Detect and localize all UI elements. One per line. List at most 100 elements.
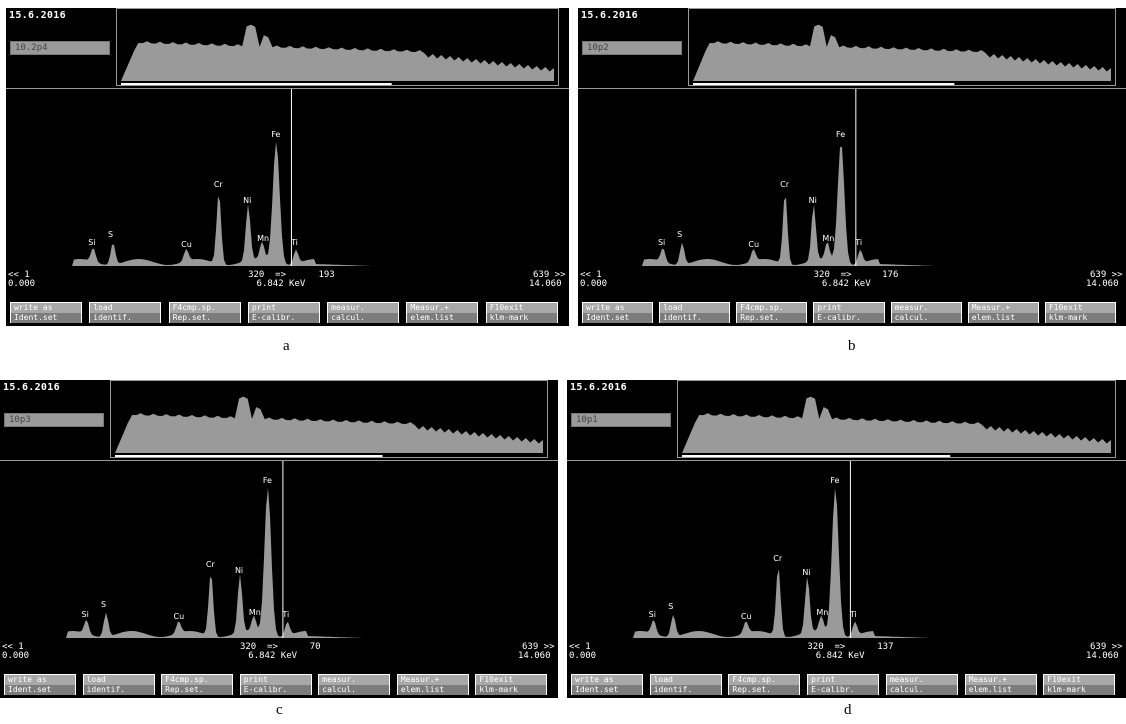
main-spectrum[interactable]: Si S Cu Cr Ni Mn Fe Ti xyxy=(578,88,1126,269)
fkey-button-7[interactable]: F10exit klm-mark xyxy=(475,674,548,695)
fkey-label-top: measur. xyxy=(328,303,399,313)
fkey-button-4[interactable]: print E-calibr. xyxy=(813,302,885,323)
fkey-button-3[interactable]: F4cmp.sp. Rep.set. xyxy=(168,302,241,323)
fkey-label-bottom: calcul. xyxy=(886,685,957,695)
fkey-label-top: print xyxy=(808,675,879,685)
fkey-button-7[interactable]: F10exit klm-mark xyxy=(1043,674,1116,695)
cursor-energy: 6.842 KeV xyxy=(815,651,865,661)
fkey-label-top: Measur.+ xyxy=(968,303,1038,313)
fkey-label-top: print xyxy=(814,303,884,313)
peak-label-cu: Cu xyxy=(740,612,752,621)
fkey-label-top: load xyxy=(650,675,721,685)
sample-name-field[interactable]: 10.2p4 xyxy=(10,41,110,55)
fkey-label-bottom: E-calibr. xyxy=(248,313,319,323)
date-label: 15.6.2016 xyxy=(9,10,66,21)
fkey-button-6[interactable]: Measur.+ elem.list xyxy=(396,674,469,695)
spectrum-area xyxy=(578,146,1126,266)
cursor-readout: << 1 0.000 320 => 70 6.842 KeV 639 >> 14.060 xyxy=(0,643,558,663)
spectrum-panel-d: 15.6.2016 10p1 Si S Cu Cr Ni Mn Fe Ti << 1 0.000 320… xyxy=(567,380,1126,698)
peak-label-s: S xyxy=(101,600,107,609)
fkey-label-top: load xyxy=(90,303,161,313)
fkey-button-6[interactable]: Measur.+ elem.list xyxy=(406,302,479,323)
fkey-button-2[interactable]: load identif. xyxy=(89,302,162,323)
sample-name-field[interactable]: 10p2 xyxy=(582,41,682,55)
fkey-button-1[interactable]: write as Ident.set xyxy=(571,674,643,695)
fkey-button-4[interactable]: print E-calibr. xyxy=(807,674,880,695)
fkey-label-bottom: Rep.set. xyxy=(729,685,800,695)
fkey-label-bottom: E-calibr. xyxy=(240,685,311,695)
fkey-button-1[interactable]: write as Ident.set xyxy=(582,302,654,323)
peak-label-fe: Fe xyxy=(271,130,281,139)
fkey-label-bottom: identif. xyxy=(90,313,161,323)
fkey-button-7[interactable]: F10exit klm-mark xyxy=(1044,302,1116,323)
fkey-label-top: measur. xyxy=(891,303,961,313)
spectrum-plot xyxy=(567,461,1126,638)
fkey-label-top: F4cmp.sp. xyxy=(737,303,807,313)
function-key-bar: write as Ident.set load identif. F4cmp.sp. Re… xyxy=(567,674,1126,696)
range-start-label: << 1 xyxy=(569,642,591,652)
fkey-label-top: print xyxy=(240,675,311,685)
main-spectrum[interactable]: Si S Cu Cr Ni Mn Fe Ti xyxy=(567,460,1126,641)
peak-label-mn: Mn xyxy=(822,234,835,243)
peak-label-ni: Ni xyxy=(808,196,817,205)
fkey-button-3[interactable]: F4cmp.sp. Rep.set. xyxy=(736,302,808,323)
fkey-label-bottom: elem.list xyxy=(965,685,1036,695)
fkey-button-3[interactable]: F4cmp.sp. Rep.set. xyxy=(161,674,234,695)
main-spectrum[interactable]: Si S Cu Cr Ni Mn Fe Ti xyxy=(6,88,569,269)
overview-spectrum[interactable] xyxy=(688,8,1116,86)
fkey-label-bottom: klm-mark xyxy=(1044,685,1115,695)
fkey-label-top: F10exit xyxy=(476,675,547,685)
fkey-button-4[interactable]: print E-calibr. xyxy=(247,302,320,323)
fkey-label-top: write as xyxy=(11,303,81,313)
overview-spectrum[interactable] xyxy=(110,380,548,458)
fkey-button-6[interactable]: Measur.+ elem.list xyxy=(964,674,1037,695)
sample-name-field[interactable]: 10p3 xyxy=(4,413,104,427)
peak-label-mn: Mn xyxy=(257,234,270,243)
fkey-label-top: write as xyxy=(572,675,642,685)
fkey-button-1[interactable]: write as Ident.set xyxy=(10,302,82,323)
fkey-button-6[interactable]: Measur.+ elem.list xyxy=(967,302,1039,323)
fkey-button-5[interactable]: measur. calcul. xyxy=(890,302,962,323)
fkey-label-bottom: Ident.set xyxy=(5,685,75,695)
fkey-button-2[interactable]: load identif. xyxy=(659,302,731,323)
fkey-label-bottom: klm-mark xyxy=(486,313,557,323)
range-start-energy: 0.000 xyxy=(569,651,597,661)
fkey-button-5[interactable]: measur. calcul. xyxy=(885,674,958,695)
range-start-label: << 1 xyxy=(580,270,602,280)
fkey-label-top: Measur.+ xyxy=(397,675,468,685)
range-end-energy: 14.060 xyxy=(529,279,562,289)
peak-label-cu: Cu xyxy=(173,612,185,621)
cursor-energy: 6.842 KeV xyxy=(821,279,871,289)
fkey-button-5[interactable]: measur. calcul. xyxy=(318,674,391,695)
peak-label-si: Si xyxy=(88,238,96,247)
overview-spectrum-plot xyxy=(693,24,1111,85)
overview-spectrum[interactable] xyxy=(677,380,1116,458)
main-spectrum[interactable]: Si S Cu Cr Ni Mn Fe Ti xyxy=(0,460,558,641)
overview-spectrum[interactable] xyxy=(116,8,559,86)
fkey-button-7[interactable]: F10exit klm-mark xyxy=(485,302,558,323)
peak-label-mn: Mn xyxy=(248,608,261,617)
cursor-channel: 320 => xyxy=(807,642,846,652)
fkey-button-2[interactable]: load identif. xyxy=(649,674,722,695)
cursor-energy: 6.842 KeV xyxy=(256,279,306,289)
fkey-label-bottom: identif. xyxy=(650,685,721,695)
fkey-label-bottom: Ident.set xyxy=(583,313,653,323)
fkey-button-4[interactable]: print E-calibr. xyxy=(239,674,312,695)
spectrum-panel-b: 15.6.2016 10p2 Si S Cu Cr Ni Mn Fe Ti << 1 0.000 320… xyxy=(578,8,1126,326)
fkey-label-top: Measur.+ xyxy=(965,675,1036,685)
fkey-button-3[interactable]: F4cmp.sp. Rep.set. xyxy=(728,674,801,695)
spectrum-plot xyxy=(0,461,558,638)
range-end-energy: 14.060 xyxy=(1086,279,1119,289)
cursor-channel: 320 => xyxy=(248,270,287,280)
peak-label-si: Si xyxy=(657,238,666,247)
fkey-label-bottom: Rep.set. xyxy=(169,313,240,323)
fkey-label-top: print xyxy=(248,303,319,313)
fkey-button-5[interactable]: measur. calcul. xyxy=(327,302,400,323)
sample-name-field[interactable]: 10p1 xyxy=(571,413,671,427)
fkey-button-1[interactable]: write as Ident.set xyxy=(4,674,76,695)
peak-label-ti: Ti xyxy=(282,610,290,619)
fkey-label-bottom: identif. xyxy=(660,313,730,323)
peak-label-ni: Ni xyxy=(802,568,811,577)
peak-label-ni: Ni xyxy=(243,196,252,205)
fkey-button-2[interactable]: load identif. xyxy=(82,674,155,695)
